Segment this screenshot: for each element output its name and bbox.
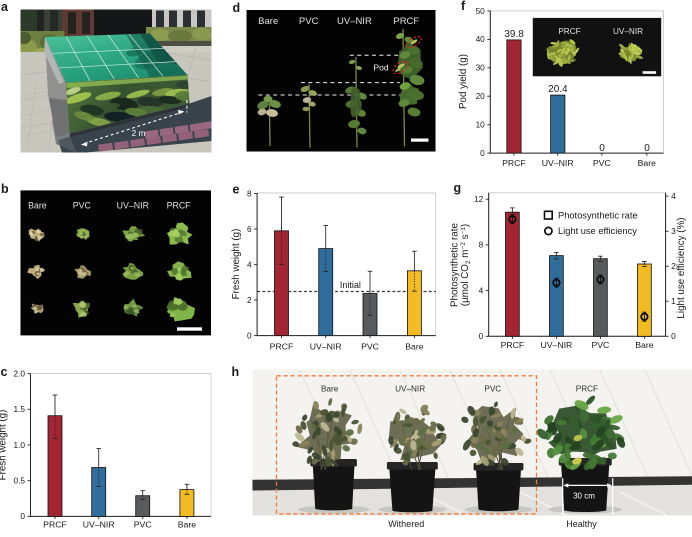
- svg-text:h: h: [232, 365, 240, 379]
- svg-text:PVC: PVC: [299, 16, 319, 27]
- svg-text:Bare: Bare: [405, 342, 424, 352]
- svg-text:4: 4: [247, 259, 252, 269]
- svg-text:(µmol CO2 m−2 s−1): (µmol CO2 m−2 s−1): [460, 224, 472, 306]
- svg-text:Bare: Bare: [321, 385, 339, 394]
- svg-text:UV–NIR: UV–NIR: [310, 342, 342, 352]
- svg-text:50: 50: [476, 6, 486, 16]
- svg-text:UV–NIR: UV–NIR: [395, 385, 425, 394]
- svg-text:Bare: Bare: [638, 158, 657, 168]
- svg-text:1.5: 1.5: [13, 404, 25, 414]
- svg-text:Bare: Bare: [28, 201, 47, 211]
- svg-text:PVC: PVC: [484, 385, 501, 394]
- svg-text:a: a: [1, 0, 9, 14]
- svg-text:0: 0: [479, 331, 484, 341]
- svg-text:UV–NIR: UV–NIR: [83, 520, 115, 530]
- svg-text:0: 0: [247, 330, 252, 340]
- svg-text:1.0: 1.0: [13, 440, 25, 450]
- svg-text:PRCF: PRCF: [558, 27, 580, 36]
- svg-text:2 m: 2 m: [132, 128, 146, 138]
- svg-text:0: 0: [20, 511, 25, 521]
- svg-text:Light use efficiency (%): Light use efficiency (%): [676, 217, 687, 318]
- svg-text:UV–NIR: UV–NIR: [542, 158, 574, 168]
- svg-text:g: g: [454, 181, 462, 195]
- svg-text:Bare: Bare: [258, 16, 278, 27]
- svg-text:PVC: PVC: [591, 340, 609, 350]
- svg-text:PRCF: PRCF: [393, 16, 419, 27]
- svg-text:Fresh weight (g): Fresh weight (g): [0, 410, 9, 481]
- svg-text:8: 8: [479, 240, 484, 250]
- svg-text:f: f: [461, 0, 466, 13]
- svg-text:UV–NIR: UV–NIR: [540, 340, 572, 350]
- svg-text:Initial: Initial: [340, 280, 361, 290]
- svg-text:b: b: [1, 182, 9, 196]
- svg-text:2.0: 2.0: [13, 368, 25, 378]
- svg-text:20: 20: [476, 91, 486, 101]
- svg-text:12: 12: [474, 194, 484, 204]
- svg-text:2: 2: [247, 295, 252, 305]
- svg-text:1: 1: [671, 296, 676, 306]
- svg-text:UV–NIR: UV–NIR: [117, 201, 149, 211]
- svg-text:UV–NIR: UV–NIR: [337, 16, 372, 27]
- svg-text:e: e: [233, 183, 240, 197]
- svg-text:6: 6: [247, 224, 252, 234]
- svg-text:0: 0: [671, 331, 676, 341]
- svg-text:30: 30: [476, 63, 486, 73]
- svg-text:0: 0: [599, 143, 605, 154]
- svg-text:PRCF: PRCF: [270, 342, 294, 352]
- svg-text:20.4: 20.4: [548, 84, 568, 95]
- svg-text:Pod yield (g): Pod yield (g): [458, 54, 469, 109]
- svg-text:Photosynthetic rate: Photosynthetic rate: [558, 211, 638, 221]
- svg-text:PRCF: PRCF: [501, 340, 525, 350]
- svg-text:d: d: [233, 1, 241, 15]
- svg-text:PVC: PVC: [361, 342, 379, 352]
- svg-text:c: c: [1, 365, 8, 379]
- svg-text:Withered: Withered: [388, 519, 424, 529]
- svg-text:Photosynthetic rate: Photosynthetic rate: [450, 223, 461, 307]
- svg-text:0: 0: [644, 143, 650, 154]
- svg-text:PVC: PVC: [593, 158, 611, 168]
- svg-text:30 cm: 30 cm: [573, 492, 595, 501]
- svg-text:10: 10: [476, 119, 486, 129]
- svg-text:3: 3: [671, 226, 676, 236]
- svg-text:PRCF: PRCF: [43, 520, 67, 530]
- svg-text:0.5: 0.5: [13, 476, 25, 486]
- svg-text:UV–NIR: UV–NIR: [613, 27, 643, 36]
- svg-text:Bare: Bare: [635, 340, 654, 350]
- svg-text:2: 2: [671, 261, 676, 271]
- svg-text:0: 0: [480, 148, 485, 158]
- svg-text:Pod: Pod: [373, 63, 388, 73]
- svg-text:Fresh weight (g): Fresh weight (g): [231, 229, 242, 300]
- svg-text:39.8: 39.8: [504, 29, 524, 40]
- svg-text:8: 8: [247, 188, 252, 198]
- svg-text:Light use efficiency: Light use efficiency: [558, 226, 637, 236]
- svg-text:4: 4: [671, 191, 676, 201]
- svg-text:PRCF: PRCF: [576, 385, 598, 394]
- svg-text:Bare: Bare: [178, 520, 197, 530]
- svg-text:Healthy: Healthy: [566, 519, 597, 529]
- svg-text:PVC: PVC: [73, 201, 92, 211]
- svg-text:4: 4: [479, 285, 484, 295]
- svg-text:40: 40: [476, 34, 486, 44]
- svg-text:PVC: PVC: [134, 520, 152, 530]
- svg-text:PRCF: PRCF: [502, 158, 526, 168]
- svg-text:PRCF: PRCF: [167, 201, 192, 211]
